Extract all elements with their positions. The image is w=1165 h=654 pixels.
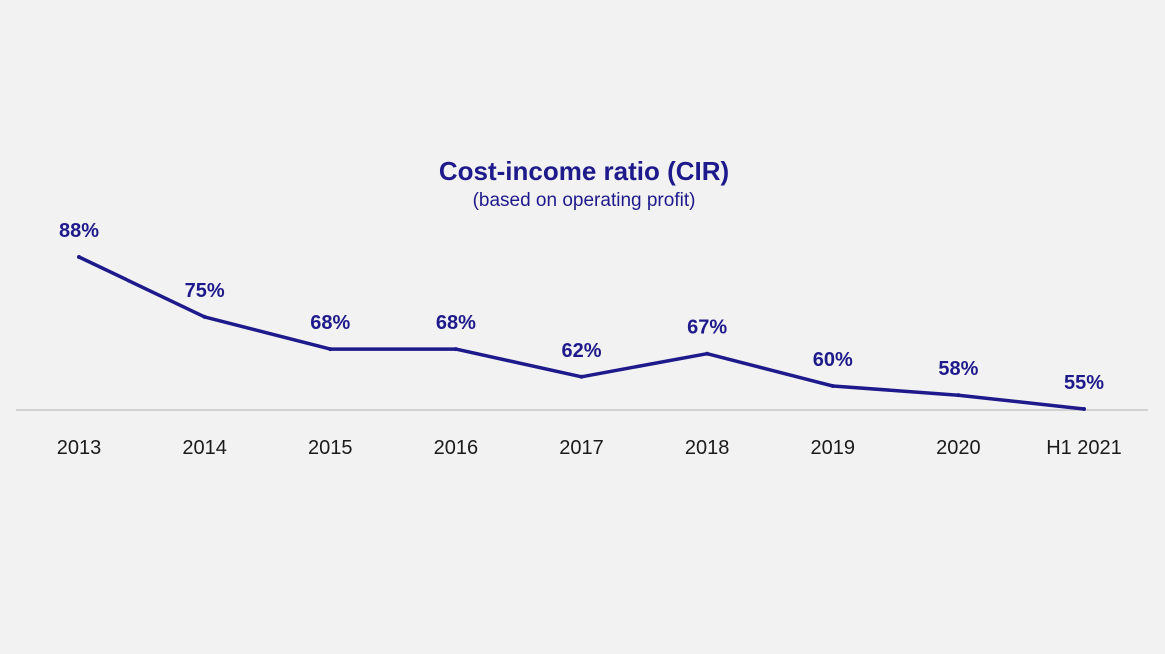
data-labels-group: 88% 75% 68% 68% 62% 67% 60% 58% 55% [59,220,1104,394]
chart-subtitle: (based on operating profit) [473,190,696,211]
chart-title: Cost-income ratio (CIR) [439,156,729,186]
x-tick-label-2015: 2015 [308,437,353,459]
data-label-2015: 68% [310,312,350,334]
data-point-2015 [328,347,333,352]
x-tick-label-2017: 2017 [559,437,604,459]
data-point-2019 [830,383,835,388]
data-point-2013 [77,255,81,259]
data-label-2019: 60% [813,349,853,371]
data-label-2016: 68% [436,312,476,334]
data-label-2017: 62% [561,340,601,362]
data-point-h1-2021 [1082,407,1086,411]
data-point-2016 [453,347,458,352]
series-group [77,255,1086,411]
x-tick-labels-group: 2013 2014 2015 2016 2017 2018 2019 2020 H1 2021 [57,437,1122,459]
series-line [77,255,1086,411]
data-label-2013: 88% [59,220,99,242]
x-tick-label-h1-2021: H1 2021 [1046,437,1122,459]
data-point-2014 [202,314,207,319]
data-label-2014: 75% [185,280,225,302]
data-point-2017 [579,374,584,379]
data-point-2020 [956,393,961,398]
x-tick-label-2019: 2019 [811,437,856,459]
x-tick-label-2018: 2018 [685,437,730,459]
data-label-2020: 58% [938,358,978,380]
x-tick-label-2013: 2013 [57,437,102,459]
x-tick-label-2020: 2020 [936,437,981,459]
x-tick-label-2016: 2016 [434,437,479,459]
data-label-h1-2021: 55% [1064,372,1104,394]
data-label-2018: 67% [687,317,727,339]
data-point-2018 [705,351,710,356]
x-tick-label-2014: 2014 [182,437,227,459]
